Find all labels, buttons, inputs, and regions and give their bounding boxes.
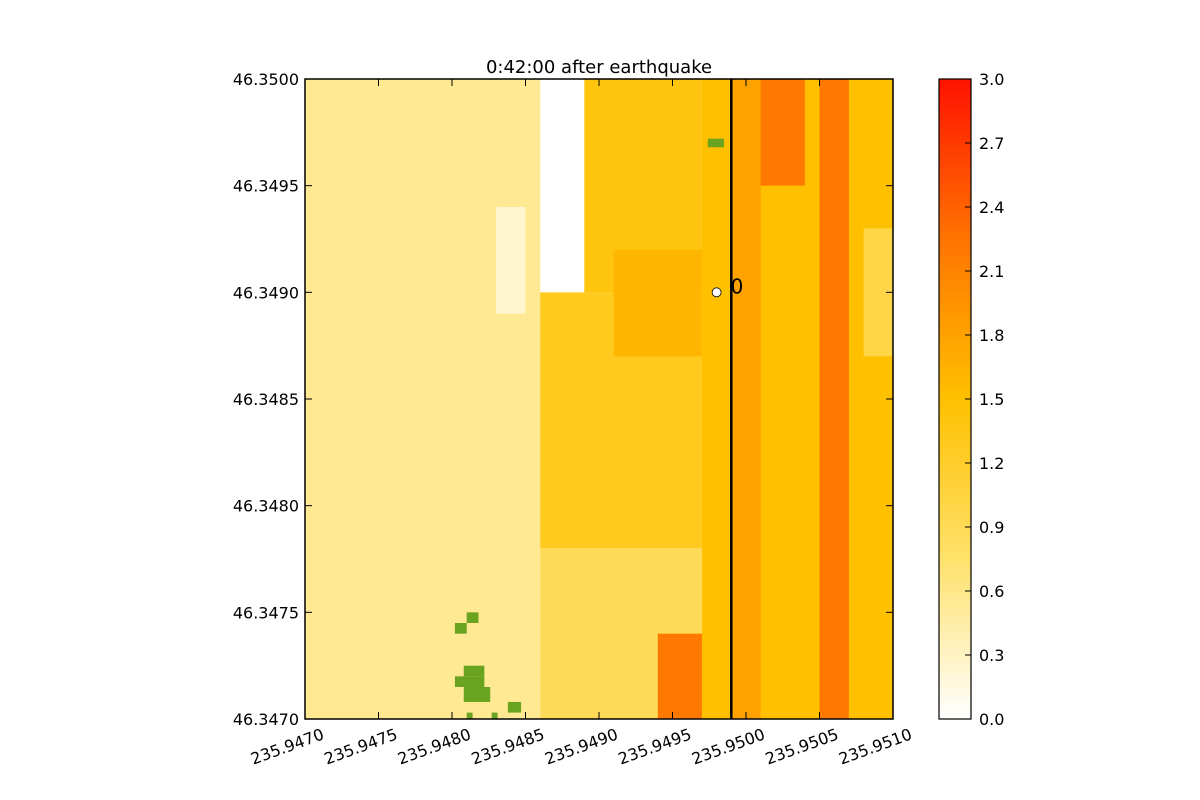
plot-area: 0	[305, 79, 893, 719]
gauge-layer: 0	[711, 274, 744, 298]
colorbar-tick-label-1: 0.3	[979, 646, 1004, 665]
dry-land-cell-8	[491, 712, 498, 719]
dry-land-cell-6	[507, 701, 522, 713]
dry-land-cell-3	[463, 665, 485, 677]
y-tick-label-6: 46.3500	[233, 70, 299, 89]
heatmap-region-5	[613, 249, 702, 357]
y-axis: 46.3470 46.3475 46.3480 46.3485 46.3490 46.34…	[233, 70, 893, 729]
heatmap-region-9	[819, 79, 849, 719]
colorbar-tick-label-7: 2.1	[979, 262, 1004, 281]
x-tick-label-4: 235.9490	[542, 725, 620, 769]
colorbar-tick-label-8: 2.4	[979, 198, 1004, 217]
x-tick-label-5: 235.9495	[616, 725, 694, 769]
gauge-label-0: 0	[731, 274, 744, 298]
chart-title: 0:42:00 after earthquake	[486, 57, 712, 78]
x-tick-label-1: 235.9475	[322, 725, 400, 769]
dry-land-cell-2	[454, 623, 467, 634]
dry-land-cell-0	[707, 138, 724, 148]
x-tick-label-3: 235.9485	[469, 725, 547, 769]
colorbar: 0.0 0.3 0.6 0.9 1.2 1.5 1.8 2.1 2.4 2.7 3.0	[938, 70, 1004, 729]
y-tick-label-3: 46.3485	[233, 390, 299, 409]
dry-land-cell-7	[466, 712, 473, 719]
x-tick-label-2: 235.9480	[395, 725, 473, 769]
gauge-marker-0	[711, 287, 722, 298]
colorbar-tick-label-5: 1.5	[979, 390, 1004, 409]
colorbar-tick-label-0: 0.0	[979, 710, 1004, 729]
y-tick-label-0: 46.3470	[233, 710, 299, 729]
y-tick-label-1: 46.3475	[233, 603, 299, 622]
colorbar-tick-label-3: 0.9	[979, 518, 1004, 537]
colorbar-ticks: 0.0 0.3 0.6 0.9 1.2 1.5 1.8 2.1 2.4 2.7 3.0	[965, 70, 1004, 729]
heatmap-region-1	[496, 207, 526, 314]
dry-land-cell-4	[454, 676, 485, 687]
colorbar-tick-label-10: 3.0	[979, 70, 1004, 89]
colorbar-tick-label-9: 2.7	[979, 134, 1004, 153]
colorbar-tick-label-6: 1.8	[979, 326, 1004, 345]
y-tick-label-4: 46.3490	[233, 283, 299, 302]
colorbar-tick-label-2: 0.6	[979, 582, 1004, 601]
dry-land-cell-5	[463, 687, 491, 702]
x-tick-label-8: 235.9510	[836, 725, 914, 769]
x-tick-label-7: 235.9505	[763, 725, 841, 769]
x-tick-label-6: 235.9500	[689, 725, 767, 769]
y-tick-label-5: 46.3495	[233, 177, 299, 196]
heatmap-region-10	[731, 79, 761, 719]
colorbar-tick-label-4: 1.2	[979, 454, 1004, 473]
dry-land-cells	[454, 138, 724, 719]
y-tick-label-2: 46.3480	[233, 497, 299, 516]
heatmap-region-0	[305, 79, 541, 719]
dry-land-cell-1	[466, 612, 479, 623]
heatmap-regions	[305, 79, 893, 719]
x-tick-label-0: 235.9470	[248, 725, 326, 769]
